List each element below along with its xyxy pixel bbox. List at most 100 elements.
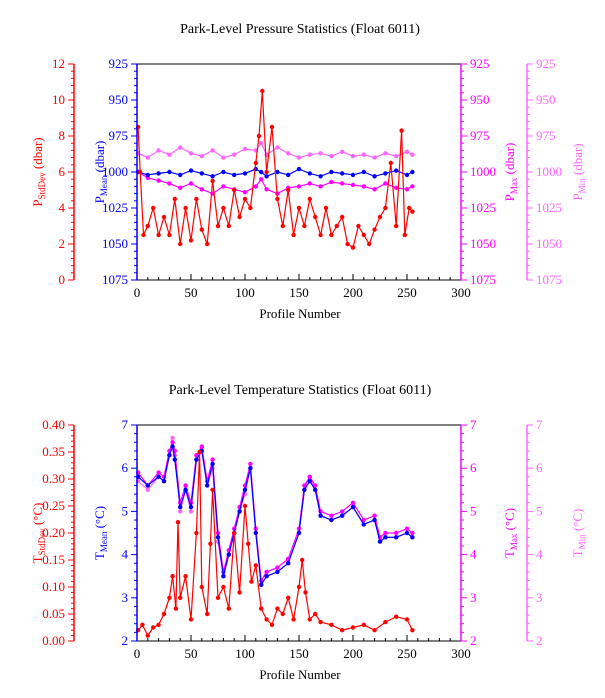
temperature-stddev-point [246,541,251,546]
pressure-min-point [340,149,345,154]
temperature-mean-point [329,517,334,523]
pressure-stddev-point [183,205,188,211]
pressure-stddev-point [210,178,215,184]
pressure-stddev-point [356,223,361,229]
temperature-min-point [170,435,175,441]
pressure-min-tick-label: 1025 [536,200,562,215]
temperature-mean-tick-label: 3 [122,590,129,605]
temperature-max-point [340,509,345,514]
pressure-mean-point [221,169,226,175]
pressure-mean-tick-label: 975 [109,128,129,143]
pressure-max-tick-label: 925 [470,56,490,71]
pressure-stddev-point [318,232,323,238]
pressure-stddev-point [407,205,412,211]
temperature-stddev-point [188,617,194,622]
temperature-mean-point [183,487,188,492]
temperature-stddev-point [205,611,210,617]
pressure-stddev-point [205,241,210,247]
temperature-max-point [248,461,253,467]
temperature-mean-point [145,483,150,488]
pressure-chart-title: Park-Level Pressure Statistics (Float 60… [180,22,420,37]
pressure-max-point [404,187,410,192]
temperature-mean-point [226,552,231,557]
pressure-max-point [221,184,226,189]
pressure-mean-point [340,171,345,176]
temperature-x-tick-label: 150 [289,646,309,661]
pressure-x-tick-label: 250 [397,285,417,300]
pressure-min-point [275,145,280,150]
temperature-mean-point [167,453,172,458]
pressure-stddev-tick-label: 8 [59,128,66,143]
temperature-mean-point [253,530,258,536]
temperature-stddev-point [215,595,221,600]
pressure-min-point [286,151,291,156]
temperature-stddev-point [313,611,318,617]
temperature-stddev-point [291,617,296,622]
pressure-max-point [329,179,334,185]
temperature-mean-point [361,522,366,527]
temperature-stddev-tick-label: 0.00 [42,633,65,648]
pressure-stddev-point [248,205,253,211]
pressure-stddev-point [199,227,204,232]
temperature-min-point [188,509,194,514]
temperature-x-tick-label: 300 [451,646,471,661]
temperature-min-tick-label: 6 [536,460,543,475]
pressure-x-tick-label: 200 [343,285,363,300]
pressure-chart: Park-Level Pressure Statistics (Float 60… [30,22,587,321]
temperature-stddev-point [199,584,204,590]
temperature-mean-point [350,504,356,510]
pressure-mean-tick-label: 1075 [102,272,128,287]
pressure-stddev-point [350,245,356,250]
pressure-max-tick-label: 1075 [470,272,496,287]
pressure-max-point [410,184,415,189]
pressure-max-tick-label: 1050 [470,236,496,251]
temperature-max-point [170,440,175,445]
temperature-stddev-tick-label: 0.10 [42,579,65,594]
temperature-stddev-point [394,614,399,619]
pressure-stddev-tick-label: 6 [59,164,66,179]
pressure-x-tick-label: 100 [235,285,255,300]
temperature-min-tick-label: 7 [536,417,543,432]
temperature-stddev-tick-label: 0.25 [42,498,65,513]
temperature-stddev-point [140,622,145,627]
temperature-mean-point [210,461,215,467]
pressure-x-tick-label: 300 [451,285,471,300]
pressure-stddev-tick-label: 4 [59,200,66,215]
pressure-stddev-point [286,187,291,193]
temperature-stddev-point [361,622,366,627]
pressure-stddev-point [329,232,334,238]
temperature-x-tick-label: 200 [343,646,363,661]
temperature-stddev-point [259,606,264,611]
temperature-x-tick-label: 250 [397,646,417,661]
pressure-max-tick-label: 1000 [470,164,496,179]
pressure-max-tick-label: 975 [470,128,490,143]
pressure-max-point [178,185,183,190]
pressure-mean-point [296,166,302,172]
temperature-mean-point [410,535,415,540]
pressure-stddev-point [269,124,275,130]
temperature-max-point [383,530,388,536]
temperature-min-tick-label: 2 [536,633,543,648]
temperature-mean-point [194,457,199,462]
temperature-max-point [183,483,188,488]
temperature-stddev-point [173,606,179,611]
pressure-stddev-point [172,196,177,202]
temperature-stddev-tick-label: 0.15 [42,552,65,567]
pressure-min-series-line [137,142,413,159]
temperature-stddev-point [242,503,248,509]
pressure-stddev-point [307,196,312,202]
pressure-stddev-point [156,232,161,238]
pressure-stddev-point [138,169,143,175]
temperature-stddev-point [178,595,183,600]
pressure-stddev-point [226,223,231,229]
pressure-stddev-point [313,214,318,220]
temperature-stddev-point [145,633,150,638]
pressure-stddev-point [264,169,269,175]
temperature-mean-point [340,513,345,518]
temperature-axes-group: 0 50 100 150 200 250 300 0.00 0.05 0.10 0.15 0.20 0.… [30,417,587,661]
pressure-stddev-point [280,223,285,229]
pressure-mean-point [199,171,204,176]
temperature-stddev-point [318,619,323,625]
temperature-max-point [350,500,356,505]
pressure-min-point [361,152,366,157]
